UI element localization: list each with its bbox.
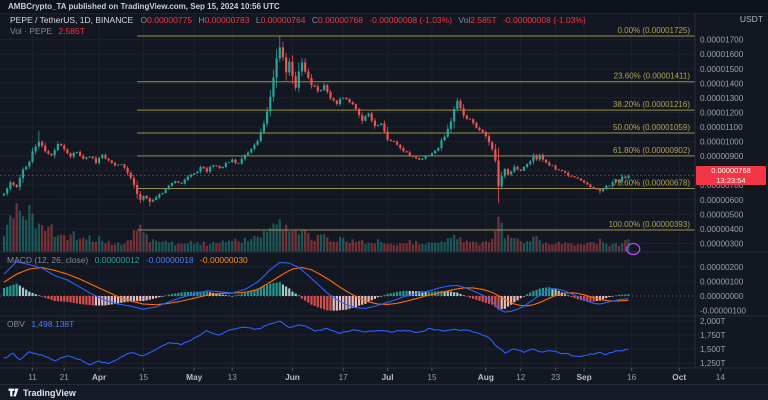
- obv-value: 1,498.138T: [31, 319, 75, 329]
- svg-text:23.60% (0.00001411): 23.60% (0.00001411): [614, 72, 691, 81]
- footer-bar: TradingView: [0, 384, 768, 400]
- volume-indicator-label[interactable]: Vol · PEPE: [10, 26, 53, 36]
- vol-value: 2.585T: [470, 15, 497, 25]
- tradingview-logo-icon[interactable]: [8, 387, 19, 398]
- svg-text:23: 23: [551, 372, 561, 382]
- change-value: -0.00000008 (-1.03%): [369, 15, 453, 25]
- obv-legend[interactable]: OBV 1,498.138T: [7, 319, 74, 329]
- last-price-tag: 0.00000768 13:23:54: [696, 166, 766, 185]
- svg-text:May: May: [186, 372, 203, 382]
- vol-label: Vol: [458, 15, 471, 25]
- svg-text:1,500T: 1,500T: [700, 345, 726, 354]
- open-label: O: [140, 15, 148, 25]
- svg-text:2,000T: 2,000T: [700, 317, 726, 326]
- macd-title[interactable]: MACD (12, 26, close): [7, 255, 89, 265]
- svg-text:0.00001000: 0.00001000: [700, 138, 744, 147]
- svg-text:0.00000100: 0.00000100: [700, 277, 744, 286]
- svg-text:1,750T: 1,750T: [700, 331, 726, 340]
- svg-text:50.00% (0.00001059): 50.00% (0.00001059): [613, 123, 690, 132]
- symbol-title[interactable]: PEPE / TetherUS, 1D, BINANCE: [10, 15, 134, 25]
- svg-text:0.00001400: 0.00001400: [700, 79, 744, 88]
- svg-text:0.00001700: 0.00001700: [700, 36, 744, 45]
- svg-text:12: 12: [516, 372, 526, 382]
- svg-text:14: 14: [716, 372, 726, 382]
- close-value: 0.00000768: [318, 15, 363, 25]
- macd-legend[interactable]: MACD (12, 26, close) 0.00000012 -0.00000…: [7, 255, 248, 265]
- last-price-value: 0.00000768: [711, 166, 751, 175]
- macd-hist-value: 0.00000012: [94, 255, 140, 265]
- svg-text:0.00001100: 0.00001100: [700, 123, 743, 132]
- svg-text:0.00001600: 0.00001600: [700, 50, 744, 59]
- symbol-legend[interactable]: PEPE / TetherUS, 1D, BINANCE O0.00000775…: [10, 15, 586, 25]
- svg-text:Sep: Sep: [577, 372, 592, 382]
- svg-text:100.00% (0.00000393): 100.00% (0.00000393): [609, 220, 691, 229]
- svg-text:21: 21: [60, 372, 70, 382]
- svg-text:Jun: Jun: [285, 372, 300, 382]
- svg-text:Aug: Aug: [478, 372, 494, 382]
- vol-change-value: -0.00000008 (-1.03%): [503, 15, 586, 25]
- svg-text:78.60% (0.00000678): 78.60% (0.00000678): [613, 178, 690, 187]
- low-label: L: [255, 15, 261, 25]
- bar-countdown: 13:23:54: [716, 175, 746, 185]
- volume-indicator-value: 2.585T: [58, 26, 85, 36]
- svg-text:0.00000400: 0.00000400: [700, 225, 744, 234]
- price-scale-currency[interactable]: USDT: [739, 14, 763, 24]
- svg-text:16: 16: [627, 372, 637, 382]
- svg-text:0.00000700: 0.00000700: [700, 181, 744, 190]
- svg-text:13: 13: [228, 372, 238, 382]
- svg-text:Apr: Apr: [92, 372, 107, 382]
- high-value: 0.00000783: [204, 15, 250, 25]
- macd-signal-value: -0.00000030: [200, 255, 248, 265]
- volume-legend[interactable]: Vol · PEPE 2.585T: [10, 26, 85, 36]
- svg-text:15: 15: [139, 372, 149, 382]
- svg-text:1,250T: 1,250T: [700, 359, 726, 368]
- svg-text:0.00001300: 0.00001300: [700, 94, 744, 103]
- low-value: 0.00000764: [260, 15, 306, 25]
- svg-text:-0.00000100: -0.00000100: [700, 307, 746, 316]
- svg-text:Oct: Oct: [672, 372, 686, 382]
- svg-text:0.00000200: 0.00000200: [700, 263, 744, 272]
- svg-text:17: 17: [339, 372, 349, 382]
- close-label: C: [311, 15, 319, 25]
- svg-text:Jul: Jul: [382, 372, 394, 382]
- svg-text:0.00% (0.00001725): 0.00% (0.00001725): [618, 26, 691, 35]
- svg-text:0.00000500: 0.00000500: [700, 210, 744, 219]
- svg-text:0.00000600: 0.00000600: [700, 196, 744, 205]
- svg-text:0.00000900: 0.00000900: [700, 152, 744, 161]
- svg-text:11: 11: [28, 372, 37, 382]
- open-value: 0.00000775: [147, 15, 193, 25]
- svg-text:0.00000300: 0.00000300: [700, 239, 744, 248]
- tradingview-wordmark[interactable]: TradingView: [23, 387, 76, 398]
- svg-text:0.00001500: 0.00001500: [700, 65, 744, 74]
- svg-text:0.00001200: 0.00001200: [700, 108, 744, 117]
- obv-title[interactable]: OBV: [7, 319, 25, 329]
- svg-text:38.20% (0.00001216): 38.20% (0.00001216): [613, 100, 690, 109]
- high-label: H: [198, 15, 205, 25]
- attribution-text: AMBCrypto_TA published on TradingView.co…: [8, 2, 280, 11]
- attribution-bar: AMBCrypto_TA published on TradingView.co…: [0, 0, 768, 14]
- svg-text:15: 15: [427, 372, 437, 382]
- svg-text:61.80% (0.00000902): 61.80% (0.00000902): [613, 146, 690, 155]
- macd-line-value: -0.00000018: [145, 255, 194, 265]
- svg-text:0.00000000: 0.00000000: [700, 292, 744, 301]
